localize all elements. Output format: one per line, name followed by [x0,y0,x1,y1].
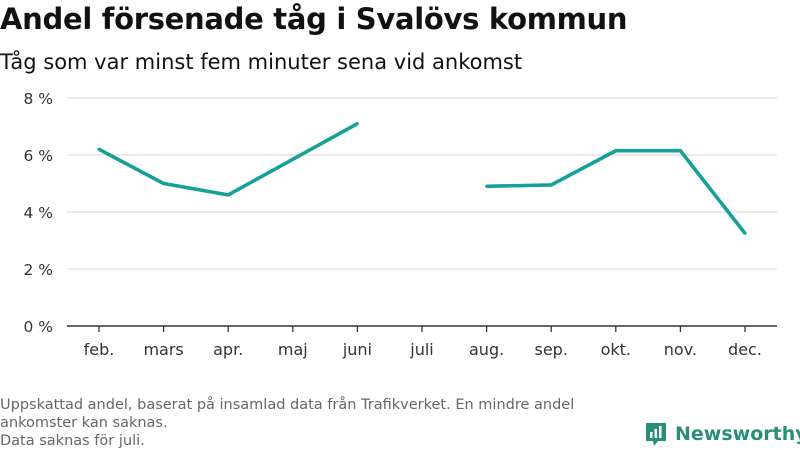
footnote-source: Uppskattad andel, baserat på insamlad da… [0,397,575,431]
y-tick-label: 6 % [23,147,53,165]
footnote: Uppskattad andel, baserat på insamlad da… [0,396,640,450]
series-line [98,122,359,197]
data-point [291,157,295,161]
data-point [97,147,101,151]
data-point [355,122,359,126]
brand-logo: Newsworthy [644,420,800,448]
data-point [614,149,618,153]
chart-subtitle: Tåg som var minst fem minuter sena vid a… [0,50,523,74]
data-point [549,183,553,187]
y-tick-label: 4 % [23,204,53,222]
data-point [743,231,747,235]
x-tick-label: maj [278,340,308,359]
x-tick-label: nov. [664,340,697,359]
data-point [485,184,489,188]
chart-title: Andel försenade tåg i Svalövs kommun [0,2,628,36]
x-tick-label: juni [342,340,372,359]
x-tick-label: apr. [213,340,243,359]
x-tick-label: dec. [728,340,762,359]
data-point [678,149,682,153]
y-tick-label: 8 % [23,90,53,108]
x-tick-label: aug. [469,340,504,359]
x-tick-label: mars [143,340,183,359]
x-tick-label: feb. [84,340,115,359]
y-tick-label: 2 % [23,261,53,279]
y-tick-label: 0 % [23,318,53,336]
data-point [226,193,230,197]
series-line [486,148,747,235]
x-tick-label: sep. [534,340,567,359]
x-tick-label: juli [409,340,433,359]
newsworthy-logo-icon [646,423,666,446]
brand-name: Newsworthy [675,423,800,445]
footnote-missing-data: Data saknas för juli. [0,433,145,449]
x-tick-label: okt. [601,340,631,359]
line-chart: 0 % 2 % 4 % 6 % 8 % feb. mars apr. maj juni juli au… [23,90,777,359]
data-point [162,182,166,185]
